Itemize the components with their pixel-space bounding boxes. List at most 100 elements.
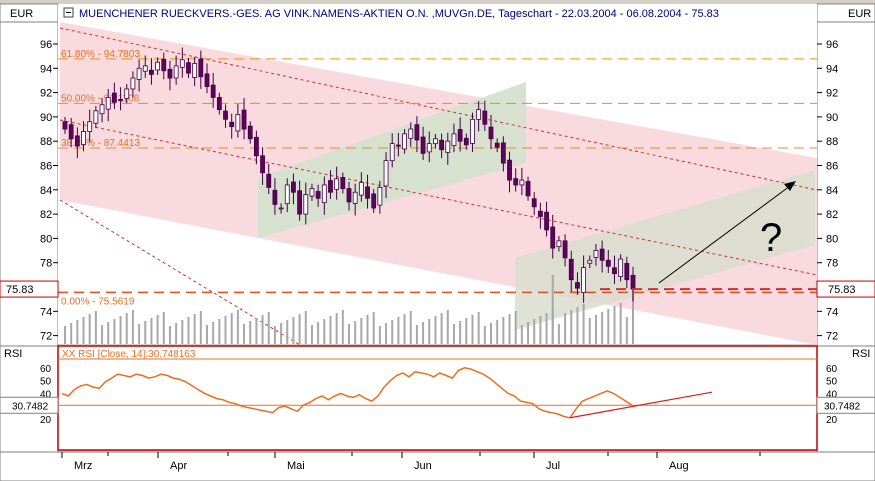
volume-bar [224, 316, 227, 344]
month-label: Aug [669, 460, 689, 472]
price-tick-left: 84 [40, 185, 52, 197]
candle-body [198, 58, 204, 78]
volume-bar [125, 313, 128, 344]
candle-body [383, 160, 389, 187]
candle-body [247, 125, 253, 140]
volume-bar [428, 319, 431, 344]
volume-bar [335, 313, 338, 344]
rsi-label-left: RSI [4, 348, 22, 360]
volume-bar [483, 326, 486, 344]
candle-body [253, 136, 259, 157]
candle-body [414, 124, 420, 141]
volume-bar [76, 320, 79, 344]
candle-body [136, 67, 142, 80]
candle-body [593, 250, 599, 258]
candle-body [284, 184, 290, 205]
candle-body [179, 59, 185, 68]
candle-body [445, 140, 451, 154]
candle-body [149, 69, 154, 75]
candle-body [439, 139, 445, 151]
candle-body [494, 142, 500, 148]
rsi-tick-right: 60 [826, 364, 838, 375]
volume-bar [570, 310, 573, 344]
price-tick-right: 88 [826, 136, 838, 148]
price-tick-left: 88 [40, 136, 52, 148]
volume-bar [409, 311, 412, 344]
price-tick-left: 80 [40, 233, 52, 245]
fib-level-label: 50.00% - 91.1108 [61, 93, 140, 104]
volume-bar [168, 326, 171, 344]
candle-body [315, 191, 321, 199]
volume-bar [329, 316, 332, 344]
candle-body [525, 181, 531, 197]
volume-bar [304, 311, 307, 344]
volume-bar [422, 322, 425, 344]
price-tick-right: 96 [826, 39, 838, 51]
volume-spike [551, 275, 554, 344]
fibonacci-levels: 61.80% - 94.7803 50.00% - 91.1108 38.20% -… [58, 49, 817, 307]
volume-bar [477, 312, 480, 344]
candle-body [612, 267, 617, 275]
volume-bar [323, 319, 326, 344]
volume-bar [619, 303, 622, 344]
candle-body [173, 65, 179, 79]
candle-body [297, 190, 303, 215]
candle-body [420, 136, 426, 154]
candle-body [599, 248, 605, 261]
volume-bar [292, 317, 295, 344]
candle-body [167, 68, 173, 79]
volume-bar [181, 320, 184, 344]
volume-bar [594, 315, 597, 344]
candle-body [204, 73, 210, 87]
volume-bar [261, 315, 264, 344]
volume-bar [317, 322, 320, 344]
candle-body [235, 114, 241, 132]
volume-bar [360, 318, 363, 344]
candle-body [334, 178, 340, 190]
candle-body [513, 178, 519, 186]
candle-body [544, 211, 549, 231]
volume-bar [119, 316, 122, 344]
rsi-divergence-line [569, 391, 713, 419]
price-tick-right: 74 [826, 306, 838, 318]
price-tick-left: 92 [40, 88, 52, 100]
candle-body [568, 258, 574, 281]
trend-line-lower [59, 199, 301, 346]
candle-body [389, 143, 395, 162]
volume-bar [378, 326, 381, 344]
candle-body [519, 179, 525, 186]
title-bar [58, 4, 817, 22]
volume-bar [144, 321, 147, 344]
candle-body [507, 159, 512, 181]
volume-bar [230, 313, 233, 344]
volume-bar [403, 314, 406, 344]
candle-body [210, 84, 216, 98]
candle-body [587, 259, 593, 264]
price-tick-right: 72 [826, 331, 838, 343]
candle-body [402, 133, 407, 150]
candle-body [328, 180, 333, 193]
volume-bar [545, 313, 548, 344]
last-price-label-left: 75.83 [6, 284, 34, 296]
candle-body [87, 121, 93, 132]
candle-body [291, 181, 296, 193]
volume-bar [206, 325, 208, 344]
volume-bar [564, 313, 567, 344]
volume-bar [452, 324, 455, 344]
volume-bar [576, 307, 579, 344]
rsi-title: XX RSI [Close, 14]:30.748163 [62, 349, 196, 360]
time-axis-panel [0, 451, 875, 481]
volume-bar [446, 310, 449, 344]
candle-body [111, 92, 117, 103]
candle-body [93, 110, 99, 124]
price-axis-ticks: 7272747476767878808082828484868688889090… [40, 39, 838, 343]
volume-bar [514, 311, 517, 344]
price-tick-right: 90 [826, 112, 838, 124]
rsi-label-right: RSI [852, 348, 870, 360]
volume-bar [348, 324, 350, 344]
volume-bar [88, 314, 91, 344]
rsi-value-left: 30.7482 [12, 401, 49, 412]
candle-body [186, 62, 191, 74]
candle-body [537, 210, 543, 217]
